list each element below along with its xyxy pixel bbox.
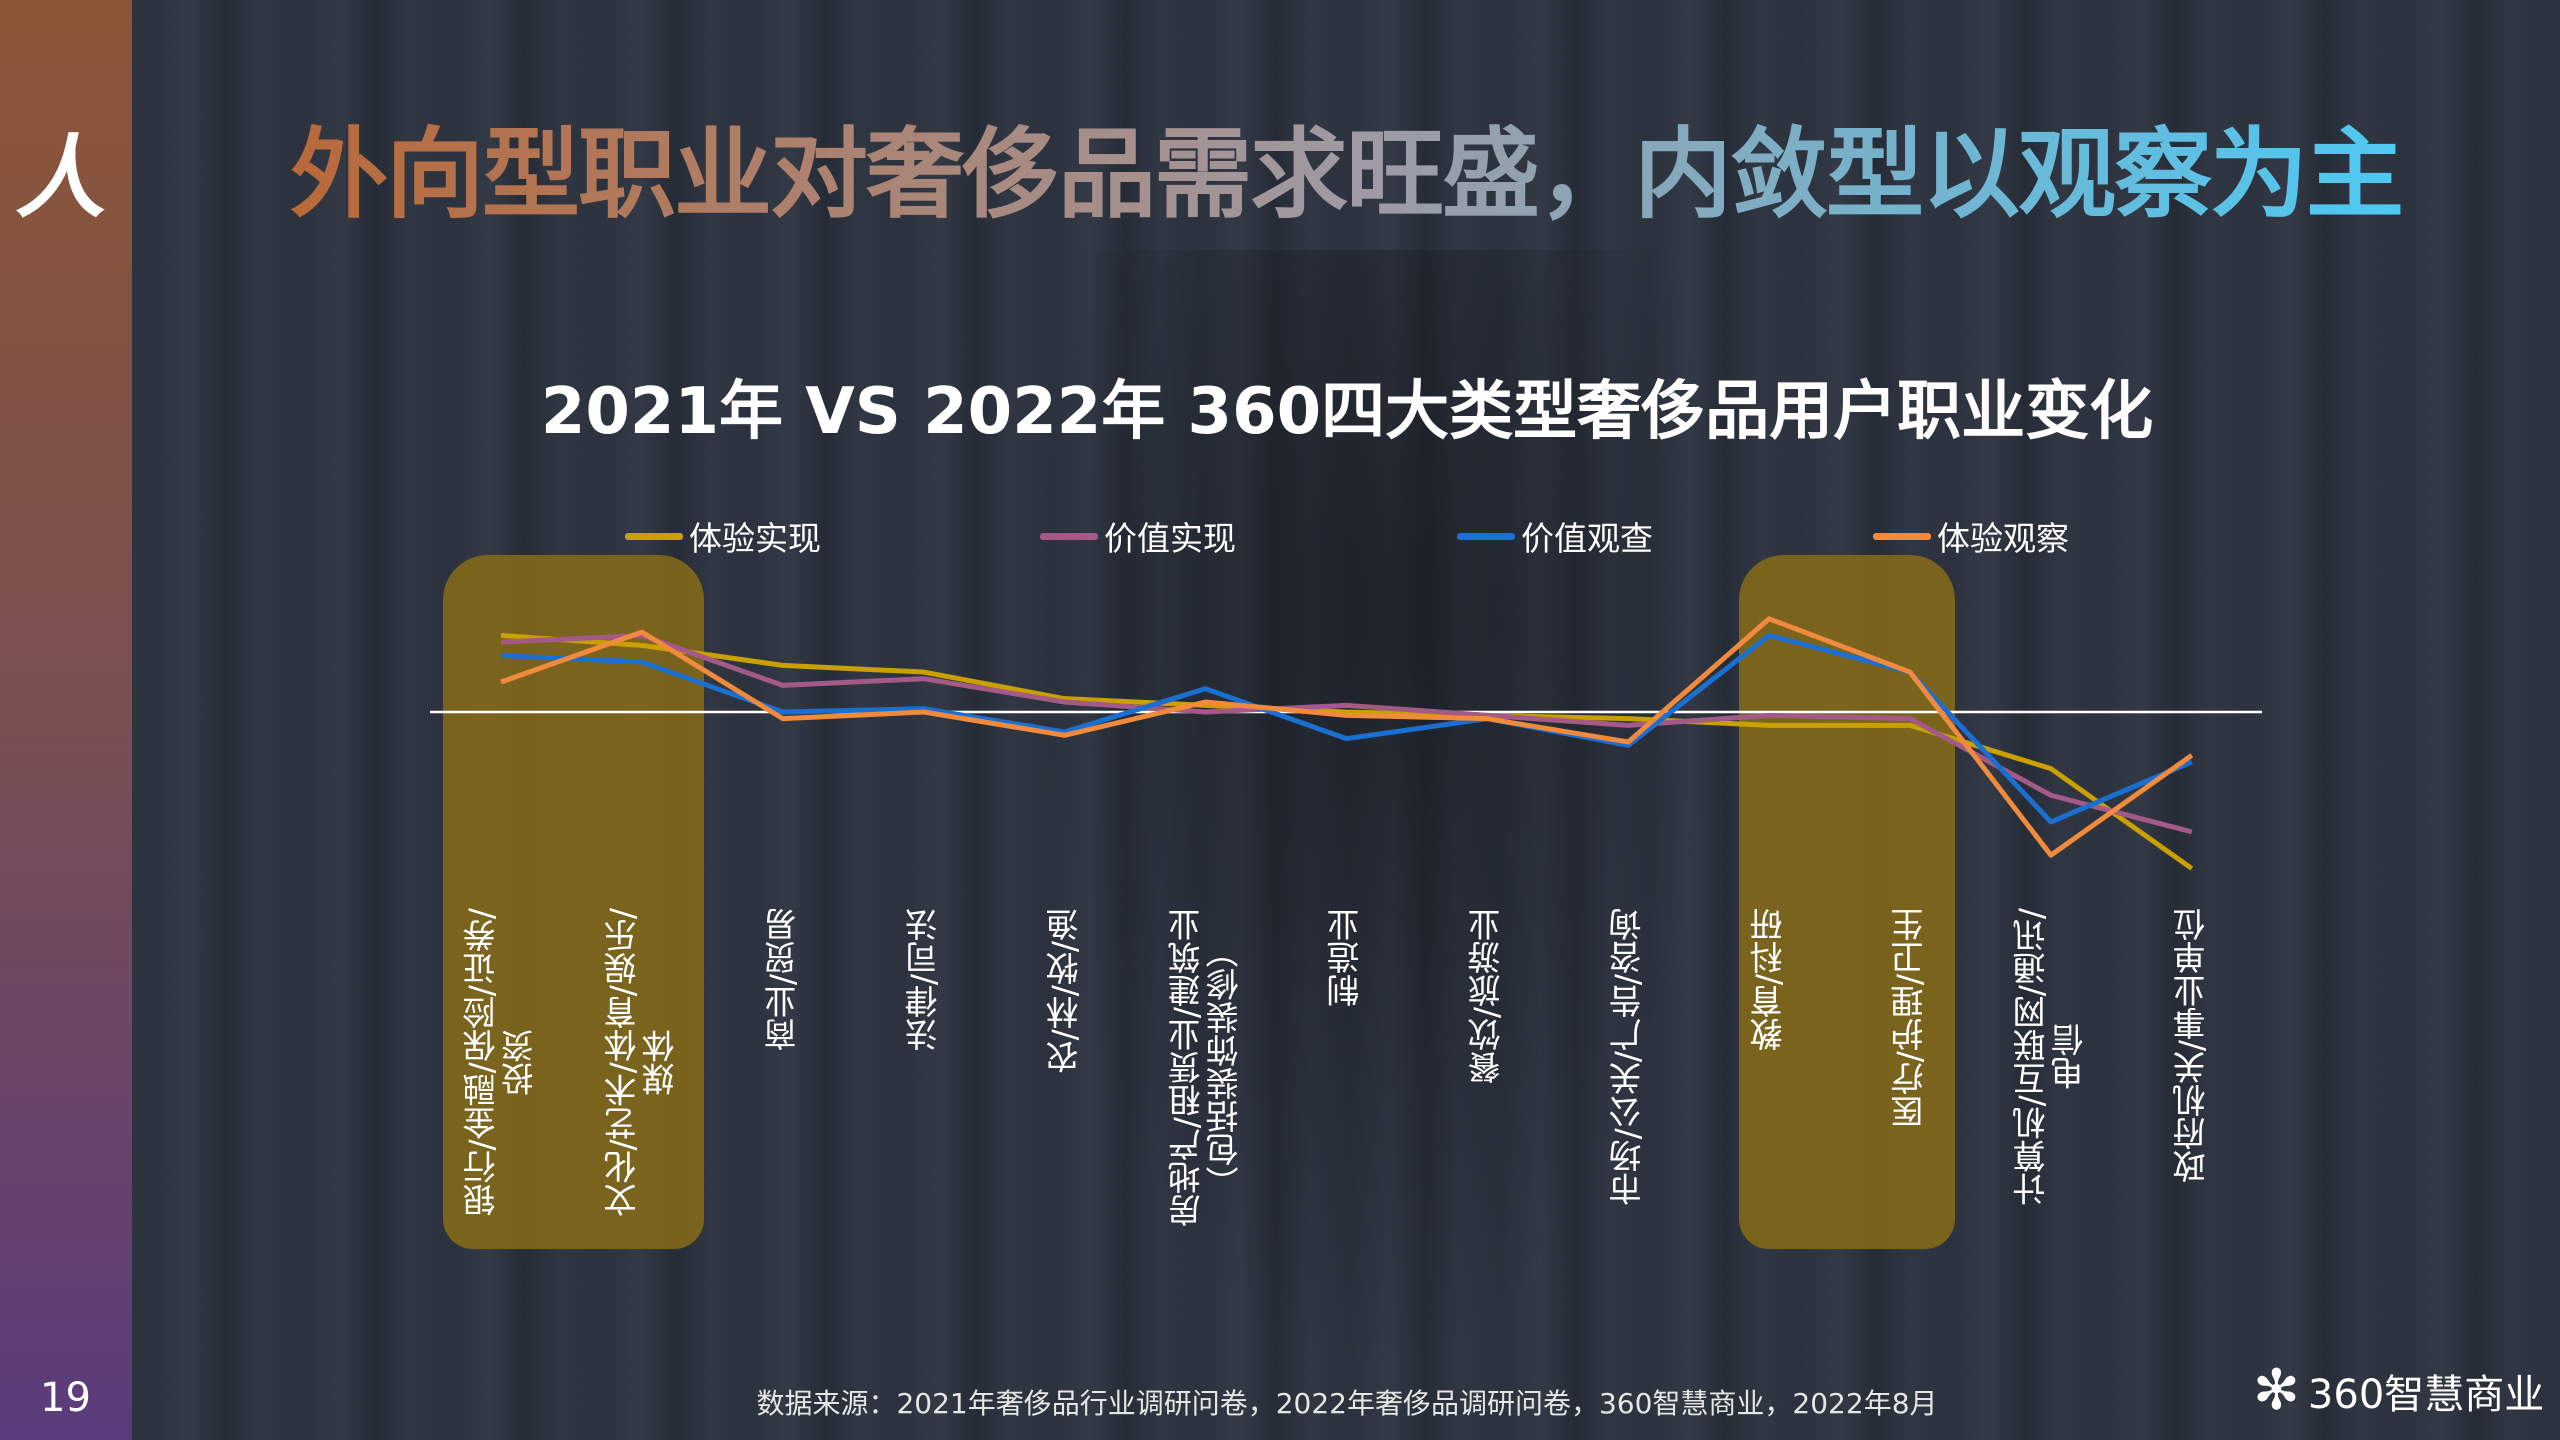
sidebar: 人 19 <box>0 0 132 1440</box>
highlight-box-introverted <box>1739 555 1955 1249</box>
x-tick-label: 房地产/租赁业/建筑业 （包括装饰装修） <box>1166 908 1244 1228</box>
chart-title: 2021年 VS 2022年 360四大类型奢侈品用户职业变化 <box>540 375 2154 449</box>
x-tick-label: 教育/科研 <box>1749 908 1789 1052</box>
legend-label: 价值观查 <box>1521 519 1653 558</box>
x-tick-label: 计算机/互联网/通讯/ 电信 <box>2011 908 2089 1206</box>
page-title: 外向型职业对奢侈品需求旺盛，内敛型以观察为主 <box>290 95 2404 237</box>
x-tick-label: 医疗/护理/卫生 <box>1890 908 1929 1129</box>
legend-item: 体验观察 <box>1873 512 2069 560</box>
legend-swatch <box>1873 532 1931 540</box>
brand-name: 360智慧商业 <box>2307 1371 2545 1418</box>
legend-swatch <box>1040 532 1098 540</box>
x-tick-label: 农/林/牧/渔 <box>1044 908 1084 1074</box>
x-tick-label: 制造业 <box>1326 908 1366 1007</box>
legend-item: 价值实现 <box>1040 512 1236 560</box>
x-tick-label: 商业/贸易 <box>762 908 802 1052</box>
x-tick-label: 银行/金融/保险/证券/ 投资 <box>462 908 539 1217</box>
page-number: 19 <box>40 1375 91 1421</box>
x-tick-label: 市场/公关/广告/咨询 <box>1608 908 1648 1206</box>
legend-label: 价值实现 <box>1104 519 1236 558</box>
x-tick-label: 文化/艺术/体育/娱乐/ 媒体 <box>602 908 680 1217</box>
x-tick-label: 政府机关/事业单位 <box>2171 908 2211 1184</box>
legend-swatch <box>625 532 683 540</box>
legend-label: 体验观察 <box>1937 519 2069 558</box>
legend-item: 价值观查 <box>1457 512 1653 560</box>
source-note: 数据来源：2021年奢侈品行业调研问卷，2022年奢侈品调研问卷，360智慧商业… <box>756 1387 1938 1420</box>
legend-item: 体验实现 <box>625 512 821 560</box>
brand-logo: ✻ 360智慧商业 <box>2253 1358 2544 1423</box>
flower-icon: ✻ <box>2253 1358 2300 1423</box>
legend-swatch <box>1457 532 1515 540</box>
legend-label: 体验实现 <box>689 519 821 558</box>
x-tick-label: 法律/司法 <box>903 908 943 1052</box>
series-line-1 <box>500 632 2193 835</box>
series-line-0 <box>500 632 2194 871</box>
x-tick-label: 餐饮/旅游业 <box>1467 908 1507 1085</box>
series-line-3 <box>500 616 2194 858</box>
background-photo <box>1000 250 1750 1440</box>
